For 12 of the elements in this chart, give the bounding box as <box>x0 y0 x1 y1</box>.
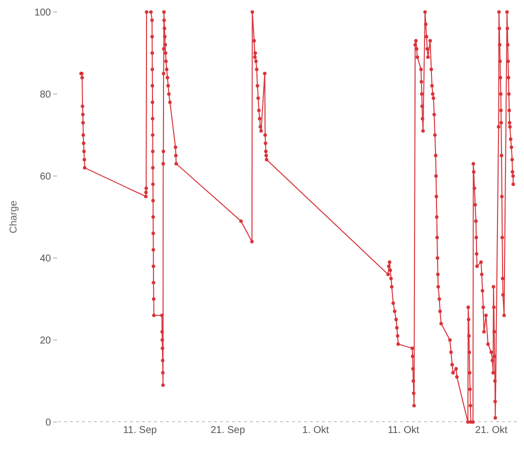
y-tick-label: 100 <box>34 8 52 18</box>
x-tick-label: 11. Sep <box>123 425 158 436</box>
x-tick-label: 21. Sep <box>210 425 246 436</box>
y-tick-label: 40 <box>40 254 52 264</box>
y-tick-label: 80 <box>40 90 52 100</box>
y-tick-label: 60 <box>40 172 52 182</box>
x-tick-label: 1. Okt <box>302 425 330 436</box>
x-tick-label: 21. Okt <box>475 425 508 436</box>
y-tick-label: 20 <box>40 336 52 346</box>
y-tick-label: 0 <box>45 418 52 428</box>
x-tick-label: 11. Okt <box>388 425 420 436</box>
y-axis-title: Charge <box>8 200 20 234</box>
